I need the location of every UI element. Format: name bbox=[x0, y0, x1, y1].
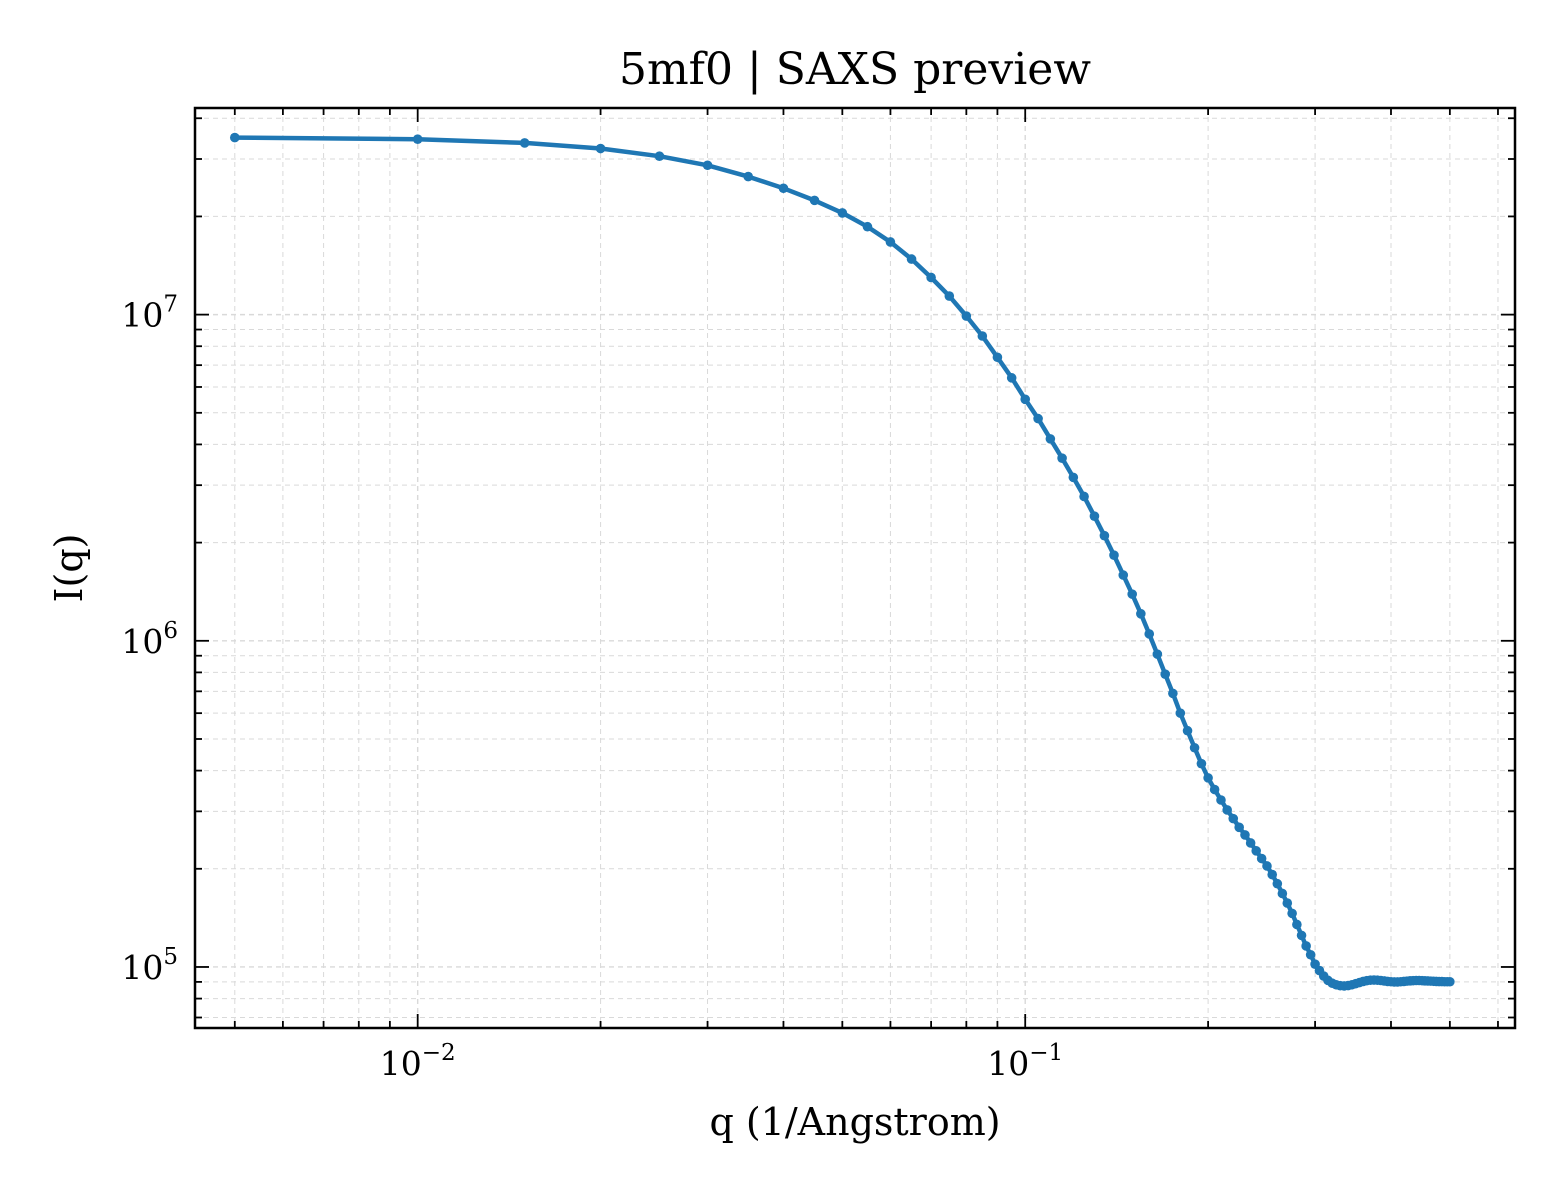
tick-layer bbox=[195, 108, 1515, 1028]
data-point bbox=[944, 291, 955, 301]
x-tick-labels: 10−2 10−1 bbox=[380, 1040, 1063, 1083]
data-point bbox=[1267, 869, 1278, 880]
chart-title: 5mf0 | SAXS preview bbox=[619, 44, 1091, 95]
data-point bbox=[1203, 773, 1213, 783]
x-tick-label-exp: −2 bbox=[422, 1040, 456, 1066]
data-point bbox=[1006, 373, 1017, 383]
data-point bbox=[1033, 413, 1043, 424]
data-point bbox=[1182, 725, 1193, 736]
data-point bbox=[1109, 550, 1119, 560]
data-point bbox=[961, 311, 972, 321]
data-point bbox=[1209, 784, 1220, 795]
data-point bbox=[1301, 941, 1311, 951]
x-tick-label: 10−1 bbox=[987, 1040, 1063, 1083]
data-point bbox=[1282, 898, 1293, 908]
x-tick-label: 10−2 bbox=[380, 1040, 456, 1083]
data-point bbox=[1068, 472, 1079, 483]
y-tick-label-exp: 6 bbox=[163, 618, 178, 644]
data-point bbox=[1272, 878, 1283, 889]
plot-frame bbox=[193, 106, 1517, 1030]
data-point bbox=[1118, 570, 1129, 580]
data-point bbox=[1277, 888, 1288, 899]
data-point bbox=[654, 151, 665, 161]
data-point bbox=[702, 160, 713, 171]
data-point bbox=[1445, 976, 1455, 987]
y-axis-label: I(q) bbox=[47, 534, 91, 603]
data-point bbox=[595, 143, 606, 154]
data-point bbox=[1089, 511, 1100, 521]
data-point bbox=[1189, 742, 1200, 753]
y-tick-label: 107 bbox=[121, 292, 178, 335]
data-point bbox=[1292, 919, 1302, 930]
data-point bbox=[1287, 908, 1297, 919]
data-point bbox=[1020, 394, 1031, 405]
data-point bbox=[1136, 608, 1146, 619]
data-point bbox=[906, 254, 917, 264]
data-point bbox=[1234, 822, 1244, 833]
y-tick-label-exp: 7 bbox=[163, 292, 178, 318]
data-point bbox=[1168, 688, 1178, 699]
data-point bbox=[1222, 805, 1232, 815]
data-point bbox=[1251, 846, 1262, 856]
data-point bbox=[1144, 629, 1155, 639]
data-point bbox=[1079, 491, 1089, 502]
x-tick-label-exp: −1 bbox=[1029, 1040, 1063, 1066]
data-point bbox=[778, 183, 789, 194]
data-point bbox=[1305, 949, 1316, 960]
data-point bbox=[809, 195, 820, 206]
data-point bbox=[837, 208, 848, 218]
x-tick-label-base: 10 bbox=[380, 1044, 422, 1083]
data-point bbox=[1245, 838, 1256, 848]
data-point bbox=[1228, 813, 1239, 824]
y-tick-label-base: 10 bbox=[121, 622, 163, 661]
data-point bbox=[412, 134, 423, 144]
data-point bbox=[1296, 930, 1307, 941]
data-point bbox=[1196, 758, 1207, 769]
data-point bbox=[977, 331, 988, 341]
grid-layer bbox=[195, 108, 1515, 1028]
data-point bbox=[992, 352, 1003, 363]
data-point bbox=[1160, 669, 1171, 679]
data-point bbox=[1127, 589, 1137, 599]
data-point bbox=[1099, 530, 1110, 541]
y-tick-label: 106 bbox=[121, 618, 178, 661]
data-point bbox=[743, 171, 754, 182]
series-layer bbox=[229, 132, 1455, 991]
data-point bbox=[885, 237, 896, 247]
data-point bbox=[1240, 830, 1250, 840]
data-point bbox=[519, 138, 530, 148]
data-point bbox=[926, 272, 936, 283]
y-tick-label: 105 bbox=[121, 944, 178, 987]
data-point bbox=[1045, 434, 1056, 444]
data-point bbox=[229, 132, 240, 143]
data-point bbox=[1216, 795, 1226, 805]
data-point bbox=[1152, 649, 1163, 659]
y-tick-label-exp: 5 bbox=[163, 944, 178, 970]
data-point bbox=[1262, 861, 1272, 871]
data-point bbox=[862, 221, 873, 232]
data-point bbox=[1057, 453, 1067, 463]
x-axis-label: q (1/Angstrom) bbox=[709, 1100, 1000, 1144]
x-tick-label-base: 10 bbox=[987, 1044, 1029, 1083]
y-tick-label-base: 10 bbox=[121, 296, 163, 335]
y-tick-label-base: 10 bbox=[121, 948, 163, 987]
data-point bbox=[1256, 853, 1267, 864]
data-point bbox=[1175, 708, 1186, 718]
